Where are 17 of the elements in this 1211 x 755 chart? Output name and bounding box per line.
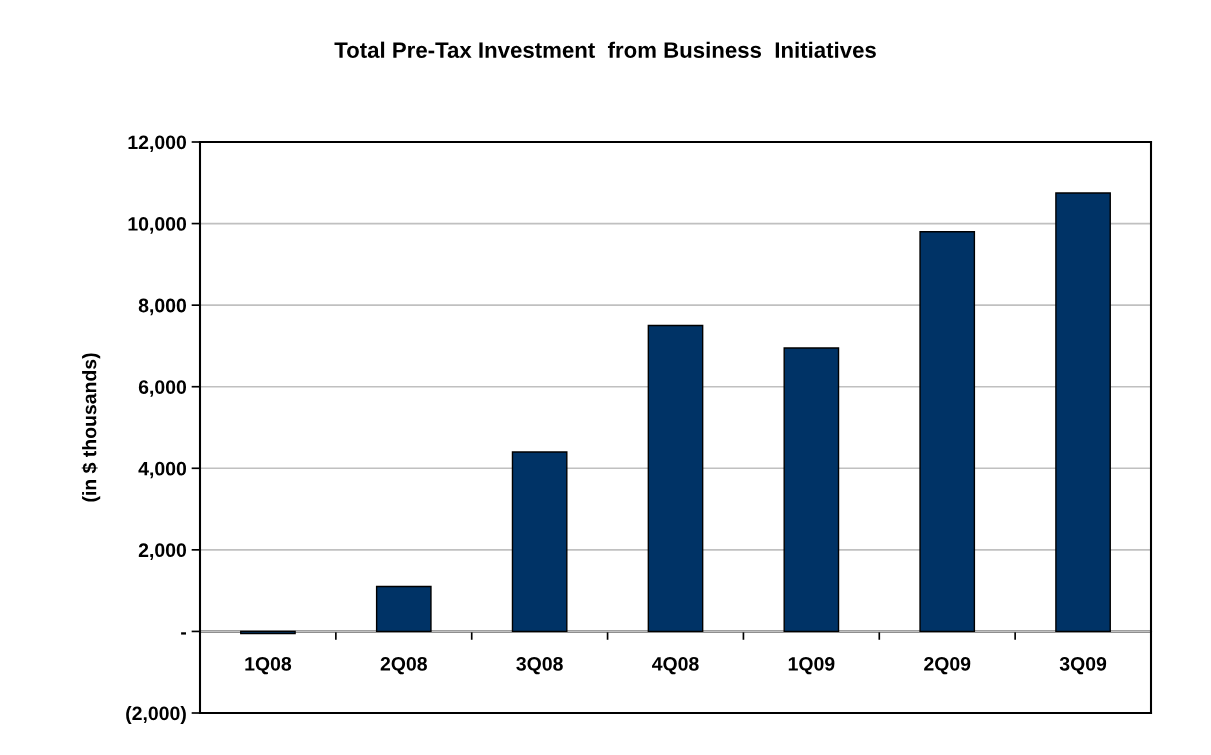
y-tick-label: - [181,632,187,635]
x-tick-label: 1Q08 [245,656,292,675]
y-tick-label: 12,000 [128,135,187,153]
y-tick-label: 6,000 [138,380,187,397]
y-tick-label: 4,000 [138,461,187,479]
y-tick-label: (2,000) [126,705,186,725]
x-tick-label: 2Q09 [924,656,971,675]
y-tick-label: 2,000 [138,543,187,560]
y-axis-title: (in $ thousands) [81,353,101,502]
x-tick-label: 3Q09 [1059,656,1107,675]
x-tick-label: 1Q09 [788,656,835,675]
x-tick-label: 4Q08 [652,656,699,675]
y-tick-label: 8,000 [138,298,187,316]
x-tick-label: 3Q08 [516,656,563,675]
x-tick-label: 2Q08 [380,656,427,675]
y-tick-label: 10,000 [128,217,187,234]
chart-title: Total Pre-Tax Investment from Business Initiatives [334,41,876,58]
